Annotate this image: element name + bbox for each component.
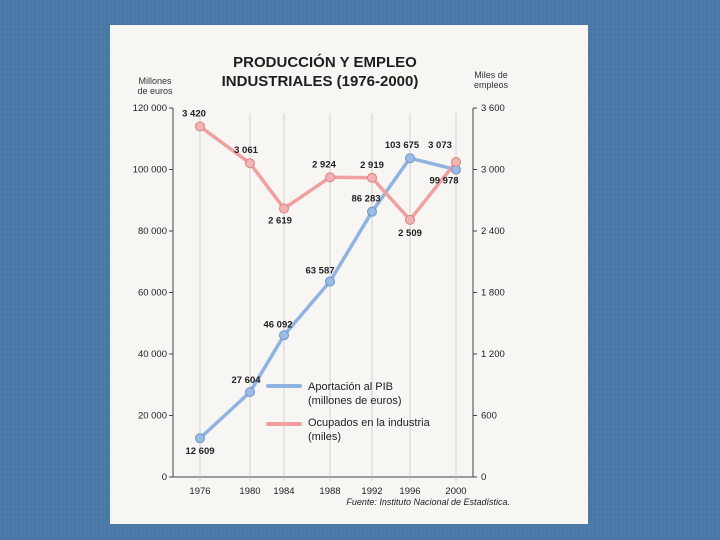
left-axis-unit-line2: de euros (137, 86, 173, 96)
right-axis-unit-line1: Miles de (474, 70, 508, 80)
chart: PRODUCCIÓN Y EMPLEO INDUSTRIALES (1976-2… (133, 53, 510, 507)
data-point-pib (325, 276, 335, 287)
data-point-empleo (279, 203, 289, 214)
x-axis-ticks: 1976 1980 1984 1988 1992 1996 2000 (189, 113, 467, 497)
data-label-pib: 103 675 (385, 140, 420, 151)
right-tick-label: 600 (481, 411, 497, 422)
legend-label-pib-line2: (millones de euros) (308, 395, 402, 407)
right-tick-label: 3 000 (481, 165, 505, 176)
chart-card: PRODUCCIÓN Y EMPLEO INDUSTRIALES (1976-2… (110, 25, 588, 524)
legend-label-empleo-line1: Ocupados en la industria (308, 417, 431, 429)
x-tick-label: 2000 (445, 486, 466, 497)
right-tick-label: 1 200 (481, 349, 505, 360)
left-tick-label: 40 000 (138, 349, 167, 360)
chart-source: Fuente: Instituto Nacional de Estadístic… (346, 497, 510, 507)
right-tick-label: 3 600 (481, 103, 505, 114)
x-tick-label: 1976 (189, 486, 210, 497)
data-label-empleo: 2 509 (398, 228, 422, 239)
x-tick-label: 1988 (319, 486, 340, 497)
left-tick-label: 0 (162, 472, 167, 483)
right-tick-label: 0 (481, 472, 486, 483)
data-label-pib: 86 283 (351, 194, 380, 205)
left-tick-label: 20 000 (138, 411, 167, 422)
data-point-pib (195, 433, 205, 444)
data-label-pib: 63 587 (305, 265, 334, 276)
right-axis-unit-line2: empleos (474, 80, 509, 90)
data-point-empleo (245, 158, 255, 169)
x-tick-label: 1984 (273, 486, 294, 497)
data-point-empleo (195, 121, 205, 132)
data-labels: 12 609 27 604 46 092 63 587 86 283 103 675 99 … (182, 108, 458, 457)
left-tick-label: 60 000 (138, 288, 167, 299)
data-label-pib: 27 604 (231, 375, 261, 386)
left-axis-unit-line1: Millones (138, 76, 172, 86)
data-point-pib (405, 153, 415, 164)
right-axis-ticks: 0 600 1 200 1 800 2 400 3 000 3 600 (473, 103, 505, 483)
x-tick-label: 1992 (361, 486, 382, 497)
chart-title-line2: INDUSTRIALES (1976-2000) (222, 73, 419, 90)
data-label-empleo: 3 420 (182, 108, 206, 119)
chart-title-line1: PRODUCCIÓN Y EMPLEO (233, 53, 417, 71)
data-point-empleo (405, 214, 415, 225)
data-point-pib (245, 387, 255, 398)
data-label-pib: 46 092 (263, 319, 292, 330)
data-label-pib: 99 978 (429, 176, 458, 187)
data-label-empleo: 3 061 (234, 145, 258, 156)
x-tick-label: 1996 (399, 486, 420, 497)
right-tick-label: 2 400 (481, 226, 505, 237)
right-tick-label: 1 800 (481, 288, 505, 299)
data-point-empleo (325, 172, 335, 183)
data-point-pib (279, 330, 289, 341)
data-label-empleo: 3 073 (428, 140, 452, 151)
legend-label-empleo-line2: (miles) (308, 431, 341, 443)
left-tick-label: 100 000 (133, 165, 167, 176)
series-points (195, 121, 461, 444)
legend: Aportación al PIB (millones de euros) Oc… (266, 381, 431, 443)
data-point-empleo (367, 172, 377, 183)
data-label-empleo: 2 924 (312, 159, 336, 170)
left-tick-label: 120 000 (133, 103, 167, 114)
data-point-pib (367, 206, 377, 217)
data-label-pib: 12 609 (185, 446, 214, 457)
x-tick-label: 1980 (239, 486, 260, 497)
left-tick-label: 80 000 (138, 226, 167, 237)
data-label-empleo: 2 619 (268, 216, 292, 227)
left-axis-ticks: 0 20 000 40 000 60 000 80 000 100 000 120 000 (133, 103, 173, 483)
data-point-empleo (451, 157, 461, 168)
data-label-empleo: 2 919 (360, 160, 384, 171)
legend-label-pib-line1: Aportación al PIB (308, 381, 393, 393)
